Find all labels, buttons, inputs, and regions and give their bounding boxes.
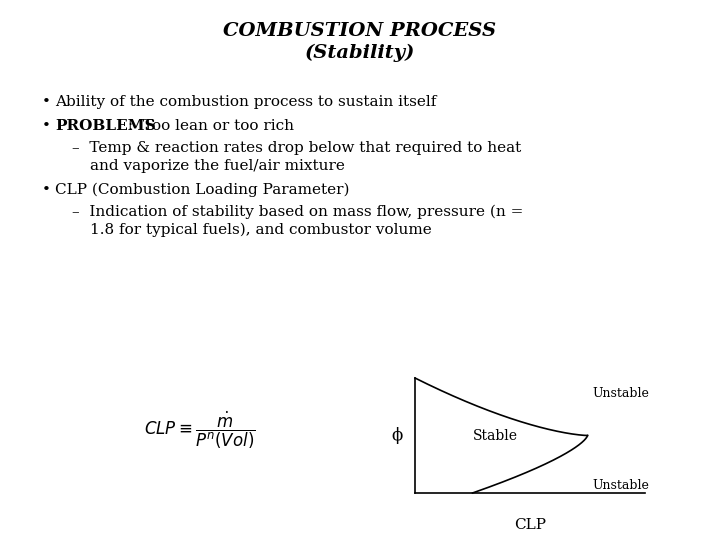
- Text: –  Indication of stability based on mass flow, pressure (n =: – Indication of stability based on mass …: [72, 205, 523, 219]
- Text: 1.8 for typical fuels), and combustor volume: 1.8 for typical fuels), and combustor vo…: [90, 223, 432, 238]
- Text: and vaporize the fuel/air mixture: and vaporize the fuel/air mixture: [90, 159, 345, 173]
- Text: ϕ: ϕ: [392, 427, 402, 444]
- Text: •: •: [42, 183, 51, 197]
- Text: •: •: [42, 119, 51, 133]
- Text: –  Temp & reaction rates drop below that required to heat: – Temp & reaction rates drop below that …: [72, 141, 521, 155]
- Text: Unstable: Unstable: [593, 387, 649, 400]
- Text: CLP: CLP: [514, 518, 546, 532]
- Text: :  Too lean or too rich: : Too lean or too rich: [128, 119, 294, 133]
- Text: •: •: [42, 95, 51, 109]
- Text: Stable: Stable: [473, 429, 518, 442]
- Text: Unstable: Unstable: [593, 479, 649, 492]
- Text: (Stability): (Stability): [305, 44, 415, 62]
- Text: $\mathit{CLP} \equiv \dfrac{\dot{m}}{P^n(\mathit{Vol})}$: $\mathit{CLP} \equiv \dfrac{\dot{m}}{P^n…: [144, 409, 256, 451]
- Text: PROBLEMS: PROBLEMS: [55, 119, 156, 133]
- Text: Ability of the combustion process to sustain itself: Ability of the combustion process to sus…: [55, 95, 436, 109]
- Text: COMBUSTION PROCESS: COMBUSTION PROCESS: [223, 22, 497, 40]
- Text: CLP (Combustion Loading Parameter): CLP (Combustion Loading Parameter): [55, 183, 349, 198]
